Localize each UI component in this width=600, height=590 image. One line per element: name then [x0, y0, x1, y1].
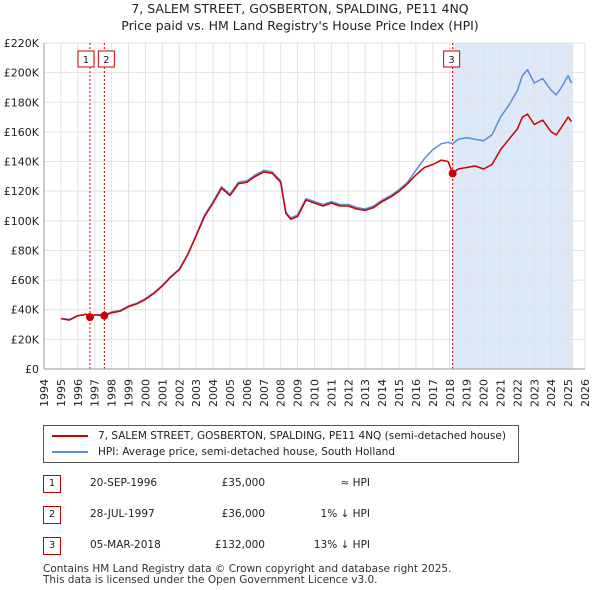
sale-point: [100, 311, 109, 320]
x-tick-label: 2023: [528, 379, 541, 407]
y-tick-label: £60K: [11, 274, 40, 287]
sale-marker-box: [77, 50, 95, 68]
y-tick-label: £120K: [4, 185, 40, 198]
x-tick-label: 2026: [579, 379, 592, 407]
y-tick-label: £0: [25, 363, 39, 376]
chart-subtitle: Price paid vs. HM Land Registry's House …: [121, 18, 479, 33]
sale-hpi-comparison: ≈ HPI: [340, 477, 370, 489]
x-tick-label: 1995: [55, 379, 68, 407]
y-tick-label: £40K: [11, 304, 40, 317]
x-tick-label: 2007: [258, 379, 271, 407]
sale-number-badge: 1: [43, 475, 61, 493]
legend-swatch-hpi: [52, 451, 88, 453]
legend-item-property: 7, SALEM STREET, GOSBERTON, SPALDING, PE…: [52, 430, 506, 442]
x-tick-label: 2008: [275, 379, 288, 407]
x-tick-label: 2016: [410, 379, 423, 407]
x-tick-label: 2009: [292, 379, 305, 407]
footer-copyright: Contains HM Land Registry data © Crown c…: [43, 563, 452, 575]
chart-legend: 7, SALEM STREET, GOSBERTON, SPALDING, PE…: [43, 425, 519, 463]
sale-point: [448, 169, 457, 178]
sale-marker-box: [443, 50, 461, 68]
x-tick-label: 2019: [461, 379, 474, 407]
x-tick-label: 2006: [241, 379, 254, 407]
x-tick-label: 2002: [173, 379, 186, 407]
x-tick-label: 2003: [190, 379, 203, 407]
sale-row: 1 20-SEP-1996 £35,000 ≈ HPI: [0, 475, 600, 495]
footer-licence: This data is licensed under the Open Gov…: [43, 574, 378, 586]
y-tick-label: £100K: [4, 215, 40, 228]
y-tick-label: £160K: [4, 126, 40, 139]
sale-number-badge: 2: [43, 506, 61, 524]
y-tick-label: £180K: [4, 96, 40, 109]
legend-swatch-property: [52, 435, 88, 437]
sale-price: £36,000: [221, 508, 265, 520]
sale-marker-label: 1: [83, 55, 89, 66]
sale-price: £35,000: [221, 477, 265, 489]
x-tick-label: 2020: [478, 379, 491, 407]
x-tick-label: 2005: [224, 379, 237, 407]
x-tick-label: 2013: [359, 379, 372, 407]
y-tick-label: £200K: [4, 67, 40, 80]
x-tick-label: 1999: [123, 379, 136, 407]
x-tick-label: 1996: [72, 379, 85, 407]
sale-date: 20-SEP-1996: [90, 477, 158, 489]
sale-hpi-comparison: 1% ↓ HPI: [320, 508, 370, 520]
sale-price: £132,000: [214, 539, 265, 551]
y-tick-label: £220K: [4, 37, 40, 50]
y-tick-label: £80K: [11, 244, 40, 257]
x-tick-label: 2022: [511, 379, 524, 407]
x-tick-label: 2015: [393, 379, 406, 407]
sale-marker-label: 3: [448, 55, 454, 66]
y-tick-label: £140K: [4, 156, 40, 169]
legend-label-hpi: HPI: Average price, semi-detached house,…: [98, 446, 395, 458]
chart-title: 7, SALEM STREET, GOSBERTON, SPALDING, PE…: [131, 1, 469, 16]
sale-row: 2 28-JUL-1997 £36,000 1% ↓ HPI: [0, 506, 600, 526]
price-chart: 1 2 3 £0 £20K £40K £60K £80K £100K £120K £140K £16…: [4, 37, 592, 407]
x-tick-label: 2014: [376, 379, 389, 407]
sale-point: [85, 313, 94, 322]
y-tick-label: £20K: [11, 333, 40, 346]
x-tick-label: 2001: [156, 379, 169, 407]
sale-date: 05-MAR-2018: [90, 539, 161, 551]
sale-marker-label: 2: [103, 55, 109, 66]
legend-label-property: 7, SALEM STREET, GOSBERTON, SPALDING, PE…: [98, 430, 506, 442]
legend-item-hpi: HPI: Average price, semi-detached house,…: [52, 446, 395, 458]
property-price-line: [60, 113, 573, 321]
sale-hpi-comparison: 13% ↓ HPI: [313, 539, 370, 551]
x-tick-label: 2010: [309, 379, 322, 407]
x-tick-label: 1994: [38, 379, 51, 407]
x-tick-label: 2004: [207, 379, 220, 407]
x-tick-label: 1998: [106, 379, 119, 407]
x-tick-label: 2025: [562, 379, 575, 407]
x-tick-label: 2000: [139, 379, 152, 407]
x-tick-label: 2017: [427, 379, 440, 407]
x-tick-label: 2021: [494, 379, 507, 407]
x-tick-label: 1997: [89, 379, 102, 407]
sale-number-badge: 3: [43, 537, 61, 555]
x-tick-label: 2018: [444, 379, 457, 407]
sale-date: 28-JUL-1997: [90, 508, 155, 520]
x-tick-label: 2012: [342, 379, 355, 407]
sale-row: 3 05-MAR-2018 £132,000 13% ↓ HPI: [0, 537, 600, 557]
x-tick-label: 2011: [325, 379, 338, 407]
post-sale-shading: [452, 43, 574, 369]
x-tick-label: 2024: [545, 379, 558, 407]
sale-marker-box: [97, 50, 115, 68]
